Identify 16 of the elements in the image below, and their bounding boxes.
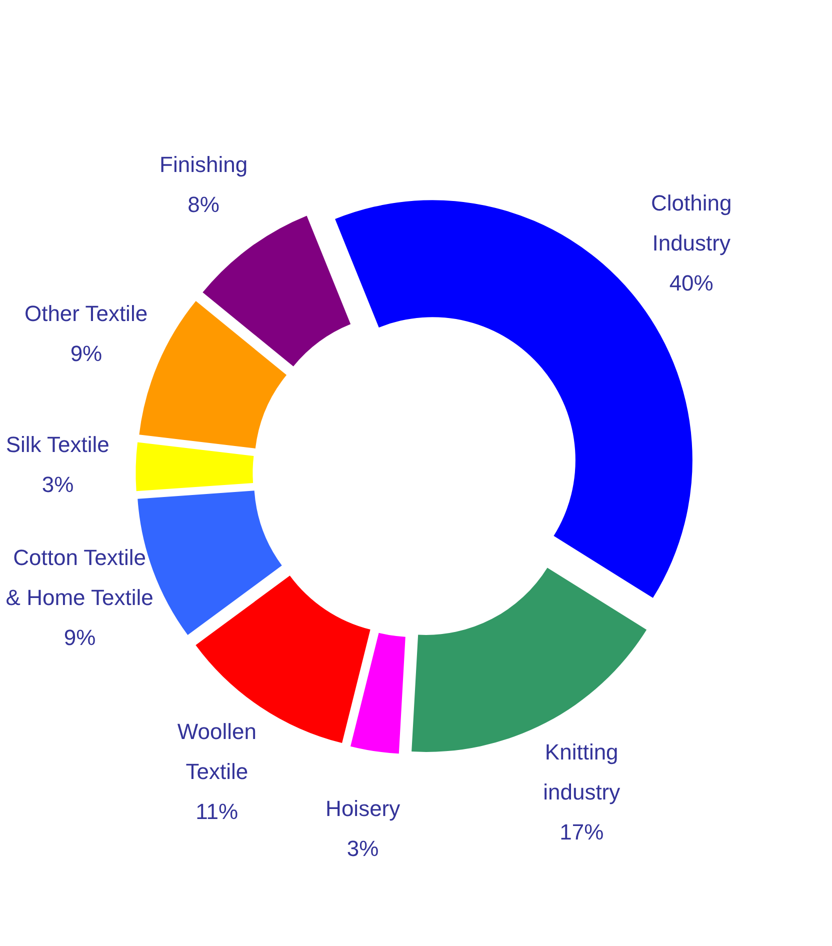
data-label: 11% [196, 799, 238, 824]
slice-label: Woollen Textile [177, 719, 256, 784]
data-label: 9% [70, 340, 102, 366]
slice-label: Clothing Industry [651, 190, 732, 256]
data-label: 3% [42, 472, 74, 498]
data-label: 9% [64, 624, 96, 650]
data-label: 3% [346, 836, 379, 861]
slice-label: Knitting industry [543, 740, 620, 805]
slice-label: Finishing [160, 152, 248, 178]
slice-label: Silk Textile [6, 432, 110, 458]
slice-label: Hoisery [326, 796, 400, 821]
slice-label: Cotton Textile & Home Textile [6, 544, 154, 610]
data-label: 17% [560, 820, 604, 845]
data-label: 8% [188, 192, 220, 218]
slice-label: Other Textile [24, 300, 148, 326]
data-label: 40% [669, 270, 714, 296]
